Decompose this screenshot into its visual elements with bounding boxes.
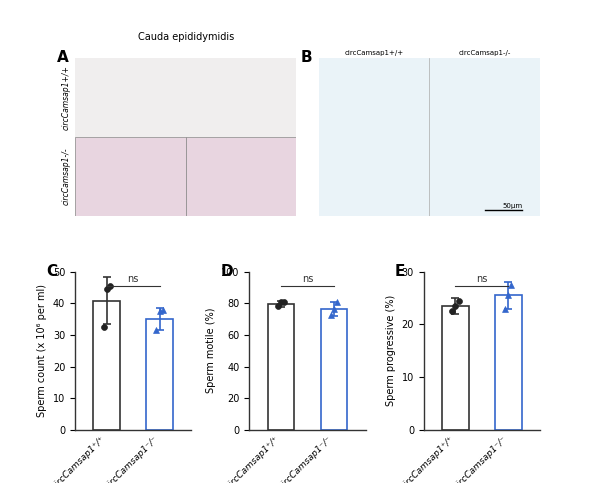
Point	[500, 305, 510, 313]
Point	[99, 323, 109, 331]
Text: ns: ns	[476, 274, 488, 284]
Bar	[442, 306, 469, 430]
Bar	[75, 216, 186, 295]
Text: A: A	[57, 50, 69, 65]
Text: ns: ns	[127, 274, 139, 284]
Text: circCamsap1-/-: circCamsap1-/-	[458, 50, 511, 56]
Point	[503, 291, 513, 299]
Bar	[268, 304, 294, 430]
Text: circCamsap1+/+: circCamsap1+/+	[344, 50, 403, 56]
Point	[329, 305, 339, 313]
Point	[102, 285, 112, 293]
Text: E: E	[395, 264, 405, 279]
Bar	[94, 301, 120, 430]
Point	[454, 297, 463, 304]
Bar	[146, 319, 173, 430]
Point	[448, 307, 457, 315]
Bar	[186, 216, 296, 295]
Point	[326, 311, 335, 319]
Y-axis label: Sperm count (x 10⁶ per ml): Sperm count (x 10⁶ per ml)	[37, 284, 47, 417]
Point	[332, 298, 342, 306]
Text: 50μm: 50μm	[502, 203, 522, 209]
Text: D: D	[220, 264, 233, 279]
Point	[158, 306, 167, 313]
Point	[506, 281, 516, 289]
Point	[152, 327, 161, 334]
Bar	[186, 137, 296, 216]
Text: Cauda epididymidis: Cauda epididymidis	[137, 32, 234, 42]
Point	[280, 298, 289, 306]
Text: C: C	[46, 264, 57, 279]
Text: B: B	[301, 50, 313, 65]
Point	[155, 307, 164, 315]
Bar	[75, 137, 186, 216]
Bar	[321, 309, 347, 430]
Y-axis label: Sperm motile (%): Sperm motile (%)	[206, 308, 216, 394]
Point	[451, 302, 460, 310]
Text: circCamsap1+/+: circCamsap1+/+	[62, 65, 71, 130]
Point	[105, 282, 115, 290]
Y-axis label: Sperm progressive (%): Sperm progressive (%)	[386, 295, 396, 406]
Text: ns: ns	[302, 274, 313, 284]
Point	[276, 298, 286, 306]
Text: circCamsap1-/-: circCamsap1-/-	[62, 148, 71, 205]
Point	[273, 302, 283, 310]
Bar	[495, 295, 521, 430]
